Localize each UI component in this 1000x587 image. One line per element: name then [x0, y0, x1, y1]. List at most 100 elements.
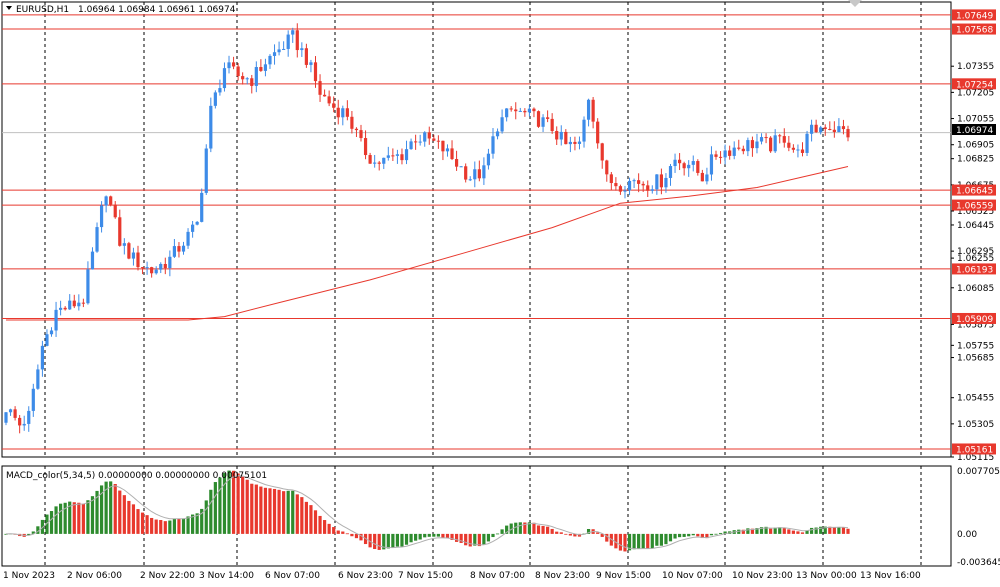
- candle-body-164: [750, 140, 755, 149]
- symbol-label: EURUSD,H1: [16, 5, 69, 15]
- macd-bar-103: [473, 533, 477, 546]
- candle-body-168: [769, 137, 773, 152]
- macd-bar-61: [282, 491, 286, 534]
- macd-bar-12: [59, 503, 63, 534]
- candle-body-88: [404, 149, 409, 161]
- macd-bar-38: [177, 518, 181, 534]
- candle-body-37: [172, 246, 176, 257]
- candle-body-162: [741, 148, 745, 152]
- candle-body-86: [395, 154, 400, 156]
- macd-bar-118: [541, 525, 545, 534]
- macd-histogram: [4, 470, 850, 552]
- candle-body-41: [191, 224, 195, 232]
- candle-body-114: [523, 110, 527, 113]
- macd-bar-36: [168, 520, 172, 534]
- candle-body-138: [632, 180, 636, 182]
- macd-bar-183: [837, 526, 841, 534]
- macd-bar-156: [714, 533, 718, 535]
- candle-body-43: [200, 192, 204, 222]
- one-click-trading-icon[interactable]: [848, 0, 862, 7]
- candle-body-111: [509, 108, 513, 110]
- macd-bar-39: [181, 518, 186, 534]
- candle-body-30: [140, 267, 145, 269]
- candle-body-31: [145, 267, 149, 269]
- candle-body-79: [363, 138, 368, 156]
- macd-bar-85: [391, 533, 395, 548]
- macd-bar-70: [322, 520, 327, 534]
- candle-body-166: [759, 137, 764, 142]
- time-label-1: 2 Nov 06:00: [67, 571, 122, 581]
- price-tick-label-0: 1.07355: [957, 62, 994, 72]
- candle-body-120: [550, 118, 554, 132]
- price-tick-label-15: 1.05305: [957, 420, 994, 430]
- macd-bar-90: [414, 533, 418, 541]
- symbol-dropdown-icon[interactable]: [6, 6, 12, 10]
- candle-body-76: [350, 116, 354, 129]
- time-axis: 1 Nov 2023 2 Nov 06:00 2 Nov 22:00 3 Nov 14…: [3, 571, 921, 581]
- candle-body-161: [737, 147, 741, 149]
- macd-bar-10: [49, 511, 54, 534]
- macd-bar-83: [382, 533, 386, 550]
- current-price: 1.06974: [956, 126, 993, 136]
- macd-bar-166: [759, 527, 764, 534]
- candle-body-125: [573, 141, 577, 144]
- candle-body-156: [714, 154, 718, 157]
- candle-body-73: [336, 107, 340, 118]
- candle-body-102: [468, 179, 472, 181]
- macd-bar-41: [191, 514, 195, 534]
- level-tag-0: [952, 9, 996, 21]
- candle-body-103: [473, 169, 477, 180]
- candle-body-28: [131, 252, 136, 259]
- macd-bar-122: [559, 532, 563, 534]
- macd-bar-8: [40, 519, 45, 534]
- macd-bar-13: [63, 502, 67, 534]
- candle-body-93: [427, 132, 431, 139]
- candle-body-172: [787, 142, 791, 148]
- time-label-12: 13 Nov 00:00: [796, 571, 857, 581]
- candle-body-133: [609, 174, 613, 184]
- candle-body-134: [614, 183, 618, 187]
- candle-body-71: [327, 96, 331, 104]
- candle-body-121: [555, 131, 559, 140]
- candle-body-19: [90, 251, 95, 270]
- time-label-13: 13 Nov 16:00: [860, 571, 921, 581]
- macd-bar-76: [350, 533, 354, 537]
- macd-bar-99: [454, 533, 459, 542]
- macd-bar-136: [623, 533, 627, 552]
- macd-bar-115: [527, 522, 532, 534]
- candle-body-54: [250, 78, 254, 86]
- candle-body-108: [495, 131, 500, 137]
- macd-bar-87: [400, 533, 404, 547]
- level-tag-1: [952, 23, 996, 35]
- macd-bar-111: [509, 523, 513, 534]
- candle-body-137: [627, 180, 632, 191]
- macd-bar-149: [682, 533, 686, 537]
- macd-bar-125: [573, 533, 577, 537]
- candle-body-171: [782, 136, 786, 143]
- candle-body-9: [45, 334, 49, 346]
- candle-body-91: [418, 141, 422, 143]
- macd-bar-171: [782, 528, 786, 534]
- candle-body-3: [18, 417, 22, 426]
- candle-body-141: [646, 185, 650, 191]
- macd-bar-17: [81, 503, 85, 534]
- candle-body-11: [54, 309, 58, 331]
- candle-body-38: [177, 246, 181, 252]
- macd-bar-135: [618, 533, 623, 551]
- candle-body-63: [291, 30, 295, 35]
- candle-body-146: [668, 166, 673, 178]
- macd-bar-32: [150, 517, 154, 534]
- candle-body-34: [159, 263, 163, 270]
- candle-body-139: [637, 180, 641, 184]
- macd-bar-19: [90, 496, 95, 534]
- candle-body-169: [773, 135, 777, 152]
- macd-bar-35: [163, 521, 167, 534]
- level-label-2: 1.07254: [956, 80, 993, 90]
- candle-body-15: [72, 300, 76, 307]
- level-tag-2: [952, 78, 996, 90]
- candle-body-149: [682, 163, 686, 169]
- macd-bar-173: [791, 530, 795, 534]
- macd-bar-107: [491, 533, 495, 538]
- macd-bar-71: [327, 523, 331, 534]
